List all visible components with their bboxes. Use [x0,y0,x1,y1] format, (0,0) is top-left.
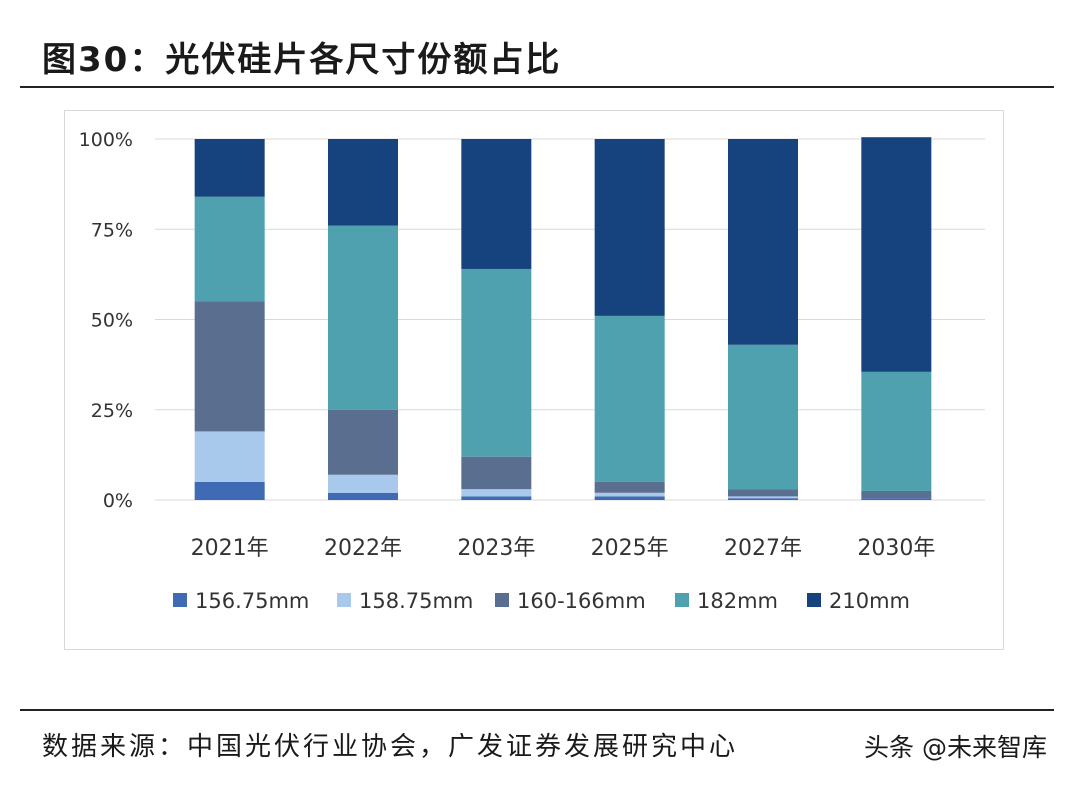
bar-segment [461,496,532,500]
bar-segment [194,431,265,482]
x-tick-label: 2021年 [191,536,269,561]
y-tick-label: 0% [103,490,133,512]
title-rule [20,86,1054,88]
y-tick-label: 50% [91,310,133,332]
legend-label: 158.75mm [359,589,473,613]
figure-title: 图30：光伏硅片各尺寸份额占比 [42,40,562,80]
y-tick-label: 75% [91,219,133,241]
x-tick-label: 2025年 [591,536,669,561]
bar-segment [594,496,665,500]
source-note: 数据来源：中国光伏行业协会，广发证券发展研究中心 [42,732,739,762]
bar-segment [594,481,665,493]
bar-segment [594,139,665,316]
x-tick-label: 2027年 [724,536,802,561]
bar-segment [594,492,665,497]
bar-segment [728,489,798,497]
bar-segment [194,481,265,500]
bar-segment [328,474,398,493]
legend-swatch [807,593,821,607]
bar-segment [328,409,398,475]
bar-segment [461,489,532,497]
bar-segment [728,496,798,499]
bar-segment [728,498,798,500]
legend-label: 182mm [697,589,778,613]
bar-segment [461,456,532,490]
legend-swatch [173,593,187,607]
y-tick-label: 25% [91,400,133,422]
legend-label: 160-166mm [517,589,646,613]
bar-segment [194,139,265,197]
bar-segment [861,137,932,372]
stacked-bar-chart: 0% 25% 50% 75% 100% 2021年 2022年 2023年 2025年 2027年… [79,129,985,613]
bar-segment [328,225,398,410]
bar-segment [194,196,265,302]
legend-swatch [495,593,509,607]
watermark: 头条 @未来智库 [858,728,1053,764]
bar-segment [328,139,398,226]
bar-segment [461,268,532,457]
x-tick-label: 2023年 [457,536,535,561]
legend-swatch [337,593,351,607]
bar-segment [461,139,532,269]
legend-swatch [675,593,689,607]
bar-segment [728,139,798,345]
chart-frame: 0% 25% 50% 75% 100% 2021年 2022年 2023年 2025年 2027年… [64,110,1004,650]
bar-segment [194,301,265,432]
x-tick-label: 2030年 [857,536,935,561]
legend-label: 156.75mm [195,589,309,613]
bar-segment [861,498,932,500]
bar-segment [861,490,932,499]
bar-segment [594,315,665,482]
x-tick-label: 2022年 [324,536,402,561]
bar-segment [728,344,798,490]
legend-label: 210mm [829,589,910,613]
bar-segment [328,492,398,500]
y-tick-label: 100% [79,129,133,151]
source-rule [20,709,1054,711]
bar-segment [861,371,932,491]
